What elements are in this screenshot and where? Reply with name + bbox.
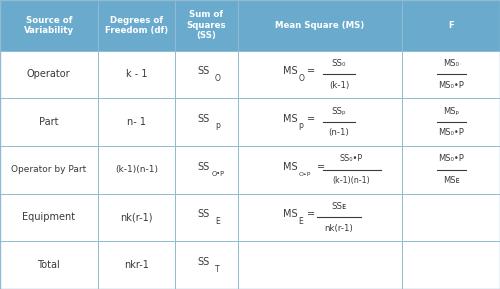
Text: MS₀•P: MS₀•P xyxy=(438,81,464,90)
Text: Source of
Variability: Source of Variability xyxy=(24,16,74,35)
Text: E: E xyxy=(216,217,220,226)
Bar xyxy=(98,98,175,146)
Text: SS: SS xyxy=(198,162,210,172)
Text: MS: MS xyxy=(282,162,297,172)
Bar xyxy=(0,0,98,51)
Text: MS: MS xyxy=(282,114,297,124)
Text: O•P: O•P xyxy=(211,171,224,177)
Text: p: p xyxy=(216,121,220,130)
Text: Operator: Operator xyxy=(27,69,70,79)
Text: F: F xyxy=(448,21,454,30)
Bar xyxy=(402,98,500,146)
Bar xyxy=(175,241,238,289)
Text: MS: MS xyxy=(282,210,297,219)
Text: SSᴇ: SSᴇ xyxy=(332,202,346,211)
Text: (k-1)(n-1): (k-1)(n-1) xyxy=(115,165,158,174)
Bar xyxy=(0,241,98,289)
Bar xyxy=(98,0,175,51)
Text: SSₚ: SSₚ xyxy=(332,107,346,116)
Bar xyxy=(0,146,98,194)
Bar xyxy=(98,51,175,98)
Text: MS₀•P: MS₀•P xyxy=(438,154,464,164)
Text: =: = xyxy=(306,210,314,219)
Text: O•P: O•P xyxy=(298,172,311,177)
Text: MS₀: MS₀ xyxy=(444,59,459,68)
Bar xyxy=(402,51,500,98)
Bar xyxy=(402,146,500,194)
Bar xyxy=(238,146,402,194)
Bar xyxy=(402,0,500,51)
Text: MSᴇ: MSᴇ xyxy=(443,176,460,185)
Bar xyxy=(175,51,238,98)
Bar xyxy=(98,146,175,194)
Text: (k-1)(n-1): (k-1)(n-1) xyxy=(332,176,370,185)
Bar xyxy=(238,98,402,146)
Text: SS: SS xyxy=(198,66,210,76)
Bar xyxy=(238,51,402,98)
Text: =: = xyxy=(316,162,324,172)
Bar xyxy=(0,98,98,146)
Text: SS: SS xyxy=(198,210,210,219)
Bar xyxy=(0,194,98,241)
Text: p: p xyxy=(298,121,304,130)
Bar xyxy=(175,194,238,241)
Text: nkr-1: nkr-1 xyxy=(124,260,148,270)
Bar xyxy=(175,0,238,51)
Bar xyxy=(238,0,402,51)
Bar xyxy=(98,194,175,241)
Bar xyxy=(402,194,500,241)
Bar xyxy=(175,146,238,194)
Bar xyxy=(238,241,402,289)
Bar xyxy=(238,194,402,241)
Text: Operator by Part: Operator by Part xyxy=(11,165,86,174)
Text: E: E xyxy=(298,217,304,226)
Text: SS₀•P: SS₀•P xyxy=(340,154,363,164)
Bar xyxy=(402,241,500,289)
Text: Part: Part xyxy=(39,117,58,127)
Text: Degrees of
Freedom (df): Degrees of Freedom (df) xyxy=(104,16,168,35)
Text: MS: MS xyxy=(282,66,297,76)
Text: MS₀•P: MS₀•P xyxy=(438,129,464,138)
Text: O: O xyxy=(298,74,304,83)
Text: SS: SS xyxy=(198,257,210,267)
Text: =: = xyxy=(306,66,314,76)
Text: Equipment: Equipment xyxy=(22,212,76,223)
Text: SS₀: SS₀ xyxy=(332,59,346,68)
Text: Mean Square (MS): Mean Square (MS) xyxy=(276,21,364,30)
Text: Total: Total xyxy=(38,260,60,270)
Text: Sum of
Squares
(SS): Sum of Squares (SS) xyxy=(186,10,226,40)
Text: (k-1): (k-1) xyxy=(329,81,349,90)
Text: O: O xyxy=(215,74,220,83)
Text: MSₚ: MSₚ xyxy=(443,107,460,116)
Text: T: T xyxy=(216,264,220,273)
Text: =: = xyxy=(306,114,314,124)
Bar xyxy=(0,51,98,98)
Text: SS: SS xyxy=(198,114,210,124)
Text: nk(r-1): nk(r-1) xyxy=(120,212,152,223)
Text: nk(r-1): nk(r-1) xyxy=(324,224,354,233)
Text: (n-1): (n-1) xyxy=(328,129,349,138)
Bar xyxy=(98,241,175,289)
Text: n- 1: n- 1 xyxy=(127,117,146,127)
Text: k - 1: k - 1 xyxy=(126,69,147,79)
Bar xyxy=(175,98,238,146)
